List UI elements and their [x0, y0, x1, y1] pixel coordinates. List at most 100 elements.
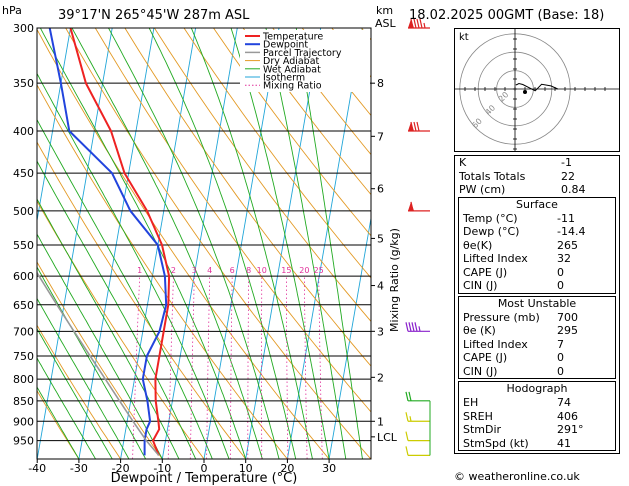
surface-label: CAPE (J): [463, 265, 508, 279]
surface-row: θe(K) 265: [459, 239, 615, 253]
isotherm-line: [37, 28, 71, 224]
legend-label: Temperature: [262, 32, 323, 43]
surface-label: CIN (J): [463, 279, 498, 292]
hodograph-param-label: StmDir: [463, 423, 502, 436]
index-row: PW (cm) 0.84: [455, 183, 619, 197]
y-axis-right-title: Mixing Ratio (g/kg): [388, 228, 401, 332]
hodograph-param-label: StmSpd (kt): [463, 436, 529, 450]
hodograph-param-row: StmDir 291°: [459, 423, 615, 437]
x-axis-title: Dewpoint / Temperature (°C): [111, 471, 298, 486]
surface-row: Lifted Index 32: [459, 252, 615, 266]
hodograph-section: Hodograph EH 74 SREH 406 StmDir 291° StmSpd (k…: [458, 381, 616, 451]
hodograph-ring-label: 40: [484, 103, 498, 117]
wind-barb: [408, 201, 430, 212]
index-value: 0.84: [561, 183, 586, 196]
hodograph-title: Hodograph: [506, 382, 568, 395]
hodograph-kt-label: kt: [459, 32, 469, 43]
surface-value: 0: [557, 279, 564, 292]
pressure-tick-label: 550: [13, 239, 34, 252]
hodograph-param-row: SREH 406: [459, 410, 615, 424]
km-tick-label: 7: [377, 130, 384, 143]
most-unstable-value: 0: [557, 364, 564, 378]
legend-label: Isotherm: [263, 73, 305, 84]
dry-adiabat-line: [37, 28, 330, 459]
pressure-tick-label: 400: [13, 125, 34, 138]
x-tick-label: 10: [239, 462, 253, 475]
pressure-tick-label: 350: [13, 77, 34, 90]
x-tick-label: -10: [153, 462, 171, 475]
index-label: Totals Totals: [459, 169, 526, 183]
wind-barb: [405, 391, 430, 402]
hodograph-param-row: StmSpd (kt) 41: [459, 437, 615, 451]
mixing-ratio-label: 8: [246, 266, 251, 275]
mixing-ratio-label: 15: [281, 266, 291, 275]
hodograph-param-row: EH 74: [459, 396, 615, 410]
mixing-ratio-label: 4: [207, 266, 212, 275]
series-temperature: [69, 28, 171, 456]
surface-value: 0: [557, 265, 564, 279]
km-tick-label: 5: [377, 232, 384, 245]
copyright-label: © weatheronline.co.uk: [454, 470, 580, 483]
series-parcel-trajectory: [37, 271, 160, 456]
pressure-tick-label: 750: [13, 350, 34, 363]
x-tick-label: 0: [201, 462, 208, 475]
wet-adiabat-line: [37, 327, 113, 459]
pressure-tick-label: 600: [13, 270, 34, 283]
legend-label: Dewpoint: [263, 40, 308, 51]
legend-label: Wet Adiabat: [263, 64, 321, 75]
units-km: km: [376, 4, 393, 17]
legend-label: Parcel Trajectory: [263, 48, 342, 59]
legend-label: Mixing Ratio: [263, 81, 322, 92]
most-unstable-row: Pressure (mb) 700: [459, 311, 615, 325]
isotherm-line: [161, 28, 238, 459]
most-unstable-row: CIN (J) 0: [459, 365, 615, 379]
dry-adiabat-line: [183, 28, 371, 279]
most-unstable-section: Most Unstable Pressure (mb) 700 θe (K) 295 L…: [458, 295, 616, 379]
surface-row: Dewp (°C) -14.4: [459, 225, 615, 239]
dry-adiabat-line: [213, 28, 371, 237]
most-unstable-row: θe (K) 295: [459, 324, 615, 338]
pressure-tick-label: 850: [13, 395, 34, 408]
hodograph-storm-marker: [523, 90, 527, 94]
isotherm-line: [203, 28, 280, 459]
index-label: K: [459, 156, 467, 169]
pressure-tick-label: 800: [13, 373, 34, 386]
x-tick-label: -30: [70, 462, 88, 475]
wind-barb: [405, 446, 430, 457]
most-unstable-value: 7: [557, 337, 564, 351]
isotherm-line: [328, 215, 371, 459]
wind-barb: [408, 121, 430, 132]
most-unstable-value: 0: [557, 351, 564, 364]
km-tick-label: 4: [377, 280, 384, 293]
km-tick-label: 8: [377, 77, 384, 90]
most-unstable-label: CAPE (J): [463, 351, 508, 364]
index-row: Totals Totals 22: [455, 170, 619, 184]
wind-barb: [405, 431, 430, 442]
pressure-tick-label: 300: [13, 22, 34, 35]
wind-barbs: [405, 18, 431, 457]
mixing-ratio-line: [167, 276, 174, 459]
surface-label: θe(K): [463, 238, 493, 252]
most-unstable-value: 295: [557, 324, 578, 337]
units-hpa: hPa: [2, 4, 22, 17]
mixing-ratio-line: [286, 276, 289, 459]
surface-row: Temp (°C) -11: [459, 212, 615, 226]
x-tick-label: 30: [322, 462, 336, 475]
surface-label: Temp (°C): [463, 211, 518, 225]
indices-panel: K -1 Totals Totals 22 PW (cm) 0.84 Surface Te…: [454, 155, 620, 454]
km-tick-label: 6: [377, 183, 384, 196]
hodograph-param-value: 74: [557, 396, 571, 409]
km-tick-label: 2: [377, 371, 384, 384]
axes: 3003504004505005506006507007508008509009…: [13, 22, 398, 475]
hodograph-param-label: EH: [463, 396, 479, 409]
pressure-tick-label: 700: [13, 325, 34, 338]
most-unstable-label: θe (K): [463, 324, 496, 337]
pressure-tick-label: 450: [13, 167, 34, 180]
most-unstable-label: Pressure (mb): [463, 310, 540, 324]
mixing-ratio-label: 1: [137, 266, 142, 275]
mixing-ratio-label: 25: [314, 266, 324, 275]
dry-adiabat-line: [242, 28, 371, 196]
surface-value: 265: [557, 238, 578, 252]
